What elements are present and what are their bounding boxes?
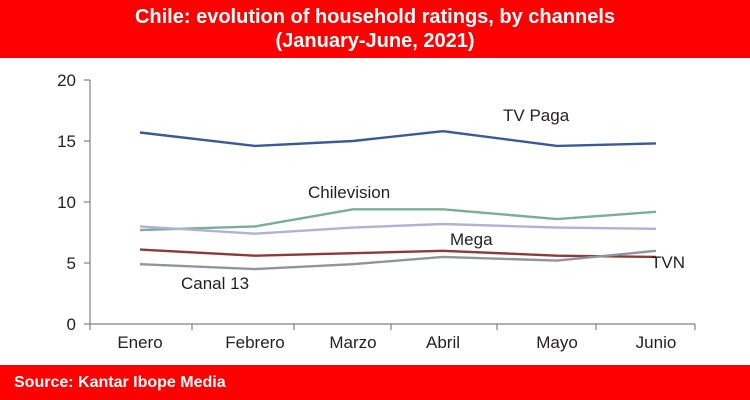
series-label: Chilevision	[308, 183, 390, 202]
series-label: TVN	[651, 253, 685, 272]
y-tick-label: 5	[67, 254, 76, 273]
series-label: Canal 13	[181, 274, 249, 293]
series-label: TV Paga	[503, 106, 570, 125]
x-tick-label: Junio	[636, 333, 677, 352]
title-banner: Chile: evolution of household ratings, b…	[0, 0, 750, 58]
x-tick-label: Mayo	[536, 333, 578, 352]
line-chart: 0 5 10 15 20 Enero Febrero Marzo Abril Mayo Junio T…	[0, 58, 750, 365]
x-tick-label: Abril	[426, 333, 460, 352]
series-label: Mega	[450, 230, 493, 249]
y-tick-label: 15	[57, 132, 76, 151]
source-text: Source: Kantar Ibope Media	[14, 374, 226, 391]
y-tick-label: 20	[57, 71, 76, 90]
x-tick-label: Enero	[117, 333, 162, 352]
chart-title: Chile: evolution of household ratings, b…	[0, 5, 750, 29]
x-tick-label: Febrero	[225, 333, 285, 352]
x-tick-label: Marzo	[329, 333, 376, 352]
y-tick-label: 10	[57, 193, 76, 212]
source-banner: Source: Kantar Ibope Media	[0, 365, 750, 400]
series-line-tvn	[140, 250, 656, 257]
series-line-mega	[140, 224, 656, 234]
series-line-tv-paga	[140, 131, 656, 146]
chart-subtitle: (January-June, 2021)	[0, 29, 750, 53]
y-tick-label: 0	[67, 315, 76, 334]
